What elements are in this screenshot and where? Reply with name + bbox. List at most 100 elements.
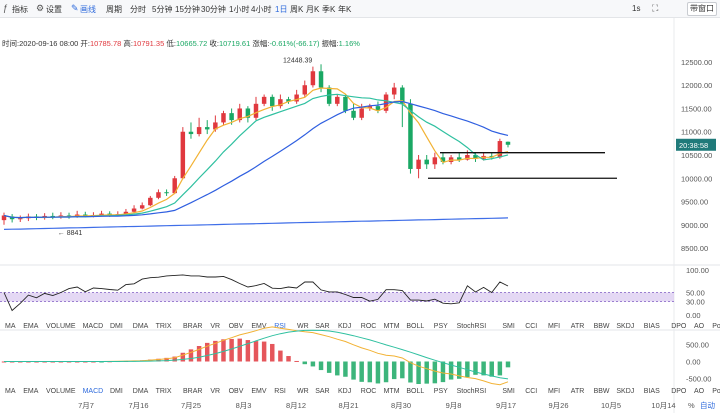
macd-dea-line — [4, 329, 509, 380]
indicator-tab-top[interactable]: SMI — [502, 323, 515, 330]
macd-histogram-bar — [505, 361, 511, 368]
indicator-tab-top[interactable]: SAR — [315, 323, 329, 330]
period-quarter[interactable]: 季K — [322, 5, 336, 14]
indicator-tab-bottom[interactable]: OBV — [229, 388, 244, 395]
candle — [432, 157, 438, 165]
period-15m[interactable]: 15分钟 — [175, 5, 200, 14]
period-5m[interactable]: 5分钟 — [152, 5, 173, 14]
indicator-tab-top[interactable]: BBW — [594, 323, 610, 330]
indicator-tab-bottom[interactable]: MTM — [384, 388, 400, 395]
indicator-tab-bottom[interactable]: DMA — [133, 388, 149, 395]
indicator-tab-top[interactable]: ATR — [571, 323, 584, 330]
macd-histogram-bar — [213, 340, 218, 362]
indicator-tab-top[interactable]: ROC — [361, 323, 377, 330]
indicator-tab-top[interactable]: RSI — [274, 323, 286, 330]
indicator-tab-top[interactable]: DMI — [110, 323, 123, 330]
indicator-tab-top[interactable]: MA — [5, 323, 16, 330]
indicator-tab-bottom[interactable]: BIAS — [644, 388, 660, 395]
indicator-tab-top[interactable]: VOLUME — [46, 323, 76, 330]
indicator-tab-bottom[interactable]: EMV — [251, 388, 267, 395]
indicator-tab-bottom[interactable]: MFI — [548, 388, 560, 395]
indicator-tab-bottom[interactable]: BOLL — [406, 388, 424, 395]
indicator-tab-bottom[interactable]: PSY — [434, 388, 448, 395]
indicator-tab-bottom[interactable]: ROC — [361, 388, 377, 395]
macd-histogram-bar — [367, 361, 373, 383]
indicator-tab-top[interactable]: VR — [210, 323, 220, 330]
indicator-tab-top[interactable]: MFI — [548, 323, 560, 330]
indicator-tab-bottom[interactable]: KDJ — [338, 388, 351, 395]
period-timeline[interactable]: 分时 — [130, 5, 146, 14]
candle — [139, 205, 145, 209]
indicator-tab-bottom[interactable]: RSI — [274, 388, 286, 395]
indicator-tab-top[interactable]: EMA — [23, 323, 39, 330]
indicator-tab-top[interactable]: CCI — [525, 323, 537, 330]
period-4h[interactable]: 4小时 — [251, 5, 272, 14]
indicator-tab-bottom[interactable]: DPO — [671, 388, 687, 395]
indicator-tab-bottom[interactable]: ATR — [571, 388, 584, 395]
indicator-tab-top[interactable]: PSY — [434, 323, 448, 330]
indicator-tab-top[interactable]: MACD — [83, 323, 104, 330]
indicator-tab-bottom[interactable]: EMA — [23, 388, 39, 395]
indicator-tab-bottom[interactable]: BBW — [594, 388, 610, 395]
indicator-tab-bottom[interactable]: MACD — [83, 388, 104, 395]
candle — [237, 108, 242, 121]
indicator-tab-bottom[interactable]: Position — [712, 388, 720, 395]
period-week[interactable]: 周K — [290, 5, 304, 14]
candle — [221, 113, 226, 123]
period-month[interactable]: 月K — [306, 5, 320, 14]
macd-tick-label: -500.00 — [686, 374, 711, 383]
indicator-tab-bottom[interactable]: AO — [694, 388, 705, 395]
indicator-tab-top[interactable]: AO — [694, 323, 705, 330]
indicator-tab-top[interactable]: KDJ — [338, 323, 351, 330]
indicator-tab-bottom[interactable]: DMI — [110, 388, 123, 395]
candle — [1, 215, 7, 221]
indicator-tab-top[interactable]: MTM — [384, 323, 400, 330]
indicator-tab-top[interactable]: StochRSI — [457, 323, 487, 330]
indicator-tab-bottom[interactable]: MA — [5, 388, 16, 395]
indicator-tab-bottom[interactable]: TRIX — [156, 388, 172, 395]
draw-button[interactable]: 画线 — [80, 5, 96, 14]
macd-histogram-bar — [456, 361, 462, 379]
indicator-tab-bottom[interactable]: StochRSI — [457, 388, 487, 395]
candle — [391, 87, 397, 95]
gear-icon[interactable]: ⚙ — [36, 3, 45, 13]
indicator-tab-bottom[interactable]: VOLUME — [46, 388, 76, 395]
fullscreen-icon[interactable]: ⛶ — [652, 3, 659, 13]
period-30m[interactable]: 30分钟 — [201, 5, 226, 14]
indicator-tab-bottom[interactable]: SAR — [315, 388, 329, 395]
indicator-tab-top[interactable]: DPO — [671, 323, 687, 330]
period-1h[interactable]: 1小时 — [229, 5, 250, 14]
indicator-tab-top[interactable]: Position — [712, 323, 720, 330]
period-year[interactable]: 年K — [338, 5, 352, 14]
interval-label[interactable]: 1s — [632, 4, 641, 13]
indicator-tab-bottom[interactable]: SKDJ — [616, 388, 634, 395]
auto-toggle[interactable]: 自动 — [700, 400, 715, 410]
x-tick-label: 7月7 — [78, 401, 94, 410]
indicator-tab-top[interactable]: TRIX — [156, 323, 172, 330]
percent-toggle[interactable]: % — [688, 401, 695, 410]
macd-histogram-bar — [440, 361, 446, 383]
indicator-button[interactable]: 指标 — [12, 5, 28, 14]
indicator-tab-top[interactable]: WR — [297, 323, 309, 330]
candle — [99, 213, 104, 216]
indicator-tab-top[interactable]: BRAR — [183, 323, 202, 330]
draw-icon[interactable]: ✎ — [71, 3, 79, 13]
settings-button[interactable]: 设置 — [46, 5, 62, 14]
exit-window-button[interactable]: 带窗口 — [687, 2, 717, 16]
indicator-tab-top[interactable]: BOLL — [406, 323, 424, 330]
chart-area[interactable]: 8500.00 9000.00 9500.00 10000.00 10500.00 110… — [0, 18, 720, 413]
indicator-tab-top[interactable]: DMA — [133, 323, 149, 330]
indicator-tab-top[interactable]: OBV — [229, 323, 244, 330]
indicator-tab-top[interactable]: SKDJ — [616, 323, 634, 330]
indicator-tab-top[interactable]: BIAS — [644, 323, 660, 330]
indicator-icon[interactable]: ƒ — [3, 3, 9, 13]
indicator-tab-bottom[interactable]: BRAR — [183, 388, 202, 395]
indicator-tab-bottom[interactable]: CCI — [525, 388, 537, 395]
y-tick-label: 9000.00 — [681, 221, 708, 230]
indicator-tab-top[interactable]: EMV — [251, 323, 267, 330]
indicator-tab-bottom[interactable]: SMI — [502, 388, 515, 395]
indicator-tab-bottom[interactable]: VR — [210, 388, 220, 395]
y-tick-label: 9500.00 — [681, 198, 708, 207]
period-1d[interactable]: 1日 — [275, 5, 288, 14]
indicator-tab-bottom[interactable]: WR — [297, 388, 309, 395]
